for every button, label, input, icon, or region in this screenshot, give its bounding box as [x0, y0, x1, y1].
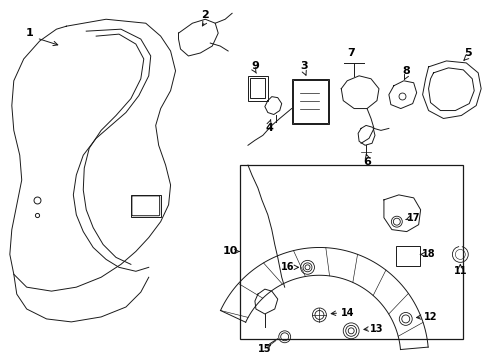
Text: 16: 16 [281, 262, 294, 272]
Text: 15: 15 [258, 344, 271, 354]
Text: 17: 17 [407, 213, 420, 223]
Text: 18: 18 [422, 249, 436, 260]
Text: 13: 13 [370, 324, 384, 334]
Text: 14: 14 [341, 308, 354, 318]
Text: 8: 8 [403, 66, 411, 76]
Text: 2: 2 [201, 10, 209, 20]
Text: 5: 5 [465, 48, 472, 58]
Text: 7: 7 [347, 48, 355, 58]
Text: 6: 6 [363, 157, 371, 167]
Text: 4: 4 [266, 123, 274, 134]
Text: 9: 9 [251, 61, 259, 71]
Text: 11: 11 [454, 266, 467, 276]
Text: 10: 10 [222, 247, 238, 256]
Text: 3: 3 [301, 61, 308, 71]
Text: 1: 1 [26, 28, 33, 38]
Text: 12: 12 [424, 312, 437, 322]
Bar [240, 165, 464, 339]
